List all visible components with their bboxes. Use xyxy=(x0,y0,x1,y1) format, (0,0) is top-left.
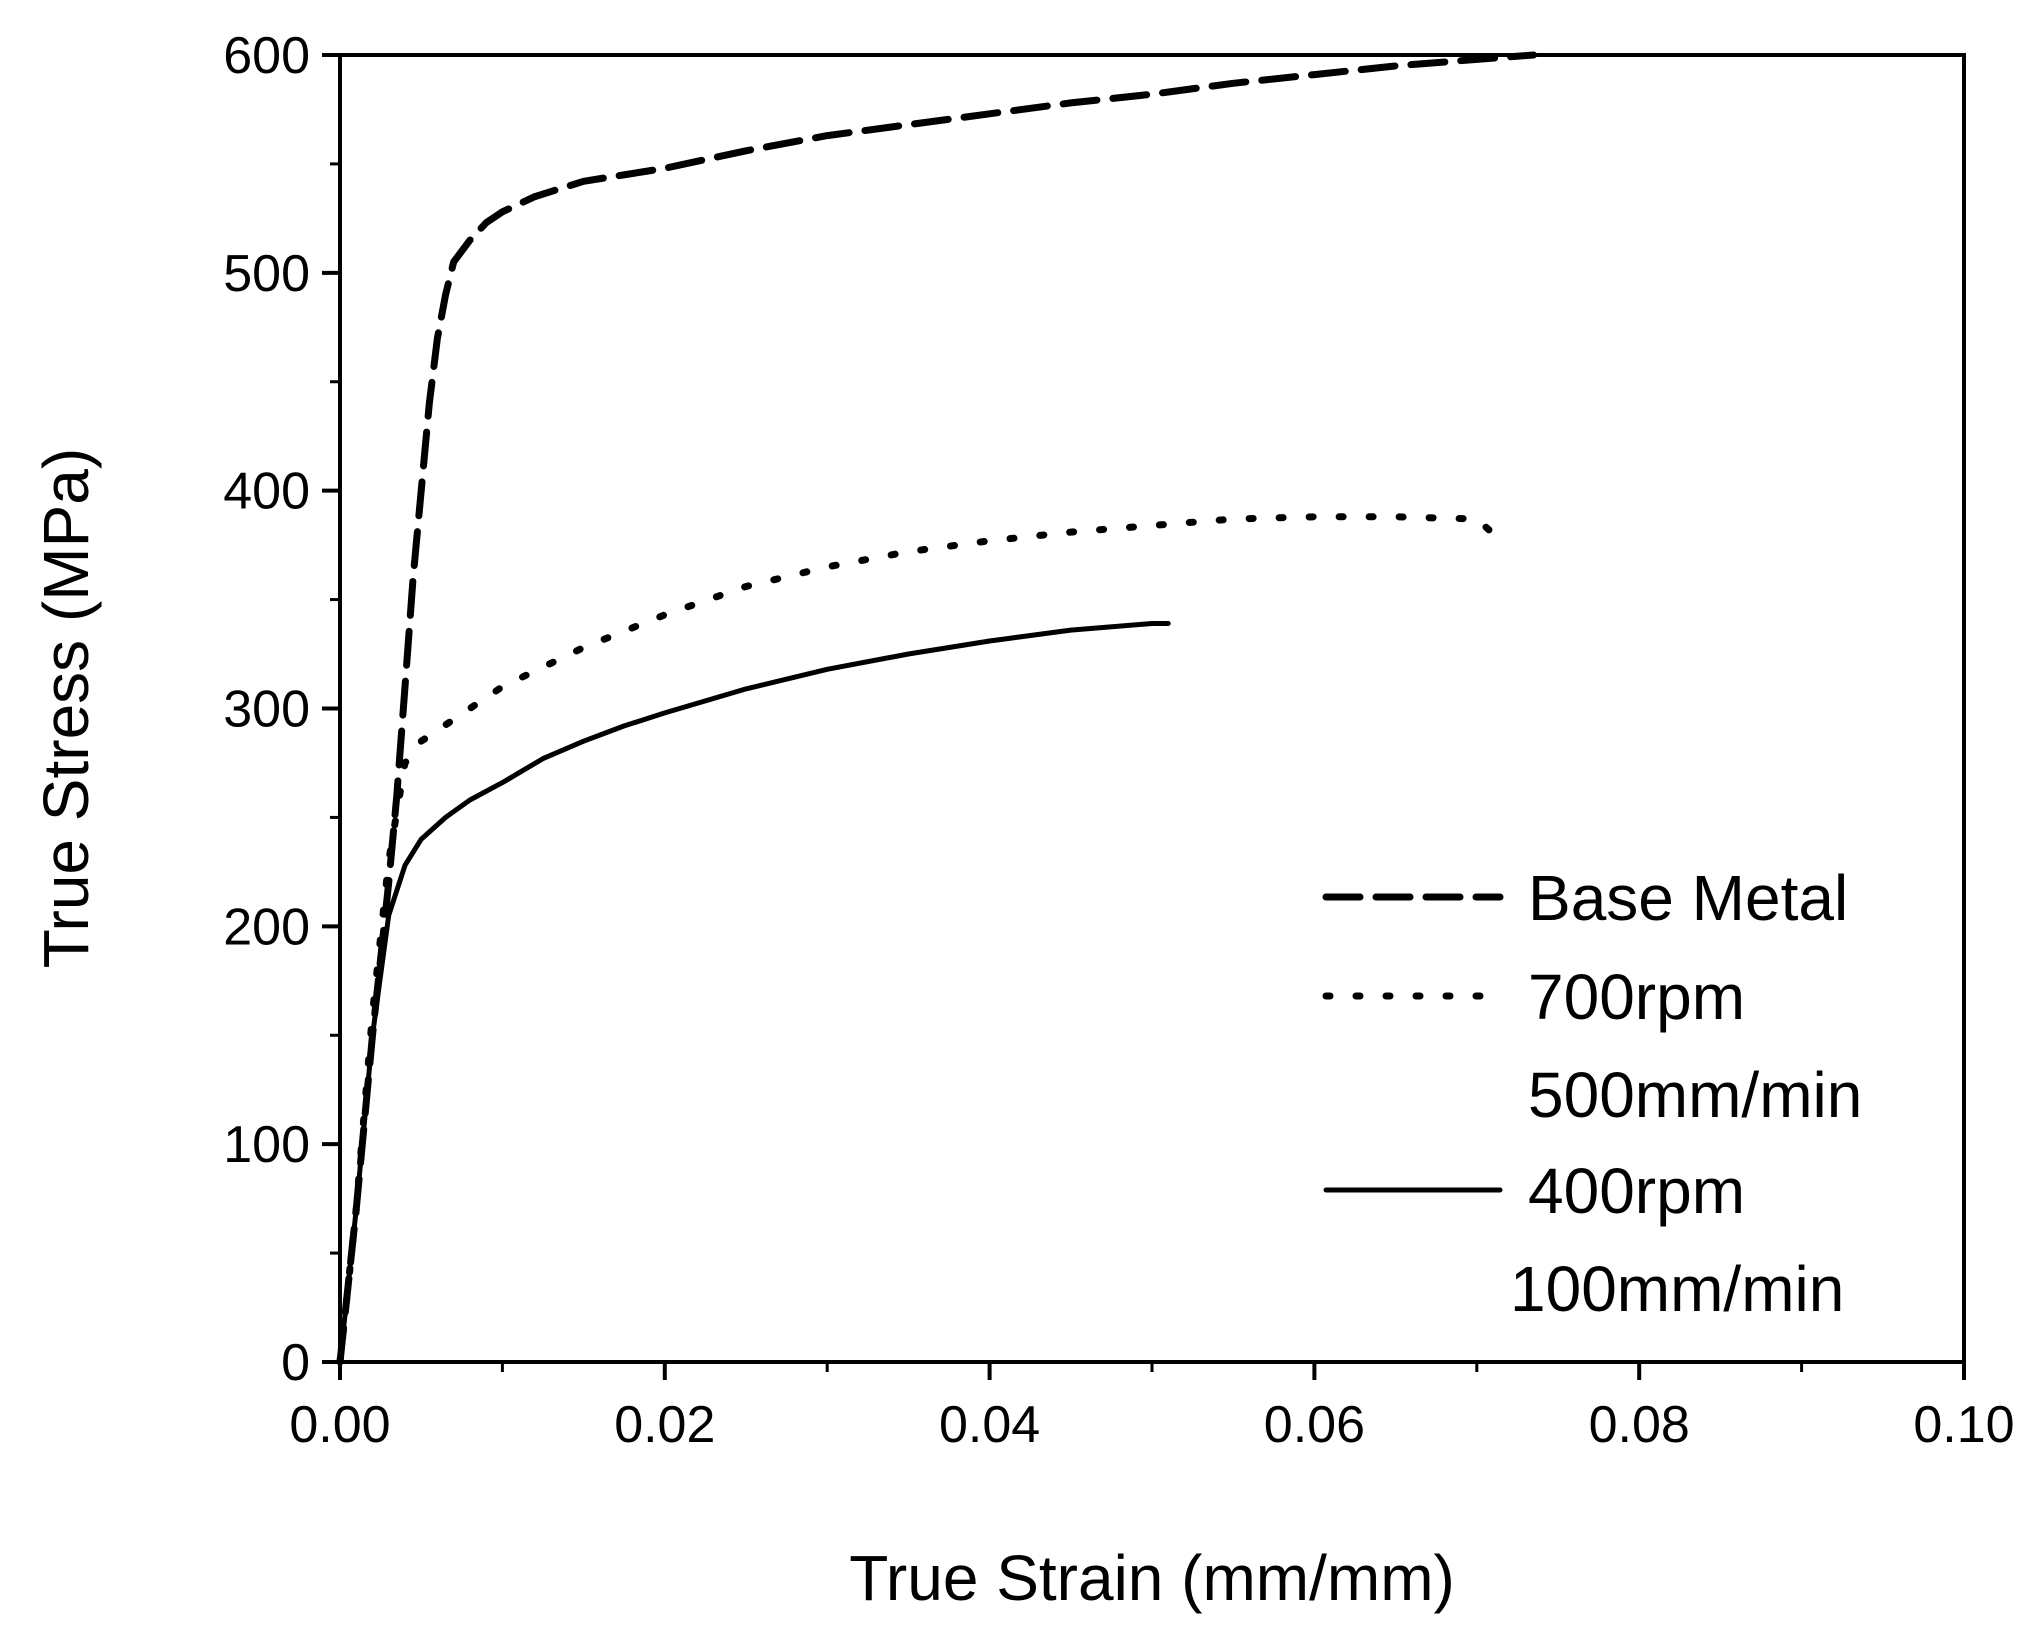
x-tick-label: 0.04 xyxy=(939,1396,1040,1454)
x-tick-label: 0.08 xyxy=(1589,1396,1690,1454)
x-tick-label: 0.06 xyxy=(1264,1396,1365,1454)
y-tick-label: 100 xyxy=(223,1116,310,1174)
x-axis-title: True Strain (mm/mm) xyxy=(849,1542,1455,1614)
x-tick-label: 0.00 xyxy=(289,1396,390,1454)
legend-label: 500mm/min xyxy=(1528,1059,1862,1131)
legend-label: Base Metal xyxy=(1528,862,1848,934)
series-line-1 xyxy=(336,513,1505,1366)
y-tick-label: 300 xyxy=(223,681,310,739)
y-tick-label: 400 xyxy=(223,463,310,521)
legend-label: 400rpm xyxy=(1528,1155,1745,1227)
y-tick-label: 600 xyxy=(223,27,310,85)
y-axis-title: True Stress (MPa) xyxy=(30,448,102,968)
legend-label: 100mm/min xyxy=(1510,1253,1844,1325)
y-tick-label: 0 xyxy=(281,1334,310,1392)
x-tick-label: 0.02 xyxy=(614,1396,715,1454)
series-line-0 xyxy=(336,51,1538,1366)
legend-label: 700rpm xyxy=(1528,961,1745,1033)
series-layer xyxy=(336,51,1538,1366)
y-axis: 0 100 200 300 400 500 600 xyxy=(223,27,340,1392)
legend: Base Metal 700rpm 500mm/min 400rpm 100mm/min xyxy=(1322,862,1862,1325)
x-tick-label: 0.10 xyxy=(1913,1396,2014,1454)
series-line-2 xyxy=(337,621,1171,1365)
y-tick-label: 200 xyxy=(223,898,310,956)
x-axis: 0.00 0.02 0.04 0.06 0.08 0.10 xyxy=(289,1362,2015,1454)
y-tick-label: 500 xyxy=(223,245,310,303)
